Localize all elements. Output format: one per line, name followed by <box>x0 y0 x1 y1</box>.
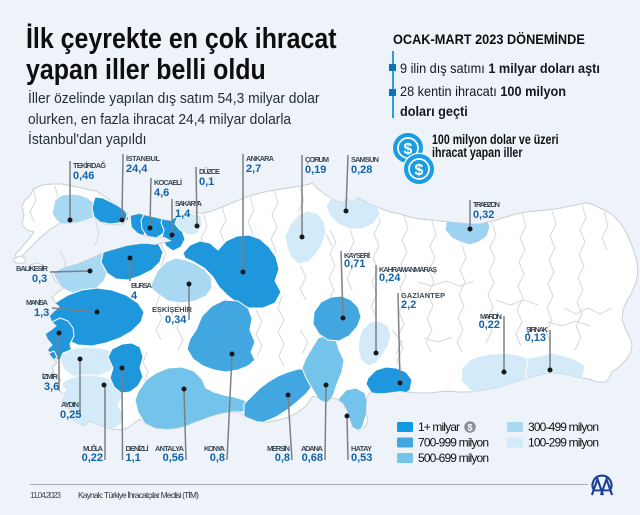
svg-text:0,25: 0,25 <box>60 409 81 421</box>
svg-text:$: $ <box>467 423 472 433</box>
svg-text:4,6: 4,6 <box>154 187 169 199</box>
svg-text:ESKİŞEHİR: ESKİŞEHİR <box>152 305 193 314</box>
svg-text:0,3: 0,3 <box>32 273 47 285</box>
svg-text:2,7: 2,7 <box>246 163 261 175</box>
svg-text:1,4: 1,4 <box>175 208 191 220</box>
svg-text:4: 4 <box>131 290 138 302</box>
svg-text:2,2: 2,2 <box>401 299 416 311</box>
svg-text:0,71: 0,71 <box>344 258 365 270</box>
svg-text:0,8: 0,8 <box>275 452 290 464</box>
svg-text:HATAY: HATAY <box>351 444 372 453</box>
svg-text:0,46: 0,46 <box>73 170 94 182</box>
svg-text:0,22: 0,22 <box>479 319 500 331</box>
svg-text:0,19: 0,19 <box>305 164 326 176</box>
svg-text:1+ milyar: 1+ milyar <box>418 420 460 434</box>
svg-text:MUĞLA: MUĞLA <box>83 444 104 453</box>
svg-text:TRABZON: TRABZON <box>473 200 500 209</box>
svg-text:KOCAELİ: KOCAELİ <box>154 178 182 187</box>
svg-text:SAMSUN: SAMSUN <box>351 155 379 164</box>
svg-text:KAHRAMANMARAŞ: KAHRAMANMARAŞ <box>379 265 437 274</box>
svg-text:$: $ <box>415 162 424 179</box>
svg-text:DENİZLİ: DENİZLİ <box>126 444 149 453</box>
svg-text:1,1: 1,1 <box>126 452 141 464</box>
svg-text:100-299 milyon: 100-299 milyon <box>528 436 599 450</box>
svg-text:0,34: 0,34 <box>165 314 187 326</box>
svg-text:1,3: 1,3 <box>34 307 49 319</box>
svg-text:0,32: 0,32 <box>473 209 494 221</box>
svg-text:ANTALYA: ANTALYA <box>155 444 185 453</box>
svg-text:ŞIRNAK: ŞIRNAK <box>526 325 549 334</box>
svg-text:0,53: 0,53 <box>351 452 372 464</box>
svg-text:0,68: 0,68 <box>302 452 323 464</box>
svg-text:0,1: 0,1 <box>199 176 214 188</box>
svg-text:ANKARA: ANKARA <box>246 154 275 163</box>
svg-text:0,56: 0,56 <box>163 452 184 464</box>
svg-text:MANİSA: MANİSA <box>26 298 49 307</box>
svg-text:0,13: 0,13 <box>525 332 546 344</box>
svg-text:SAKARYA: SAKARYA <box>175 199 203 208</box>
svg-text:$: $ <box>404 141 413 158</box>
svg-text:BALIKESİR: BALIKESİR <box>16 264 49 273</box>
svg-text:DÜZCE: DÜZCE <box>199 167 220 176</box>
svg-text:ADANA: ADANA <box>301 444 324 453</box>
svg-text:300-499 milyon: 300-499 milyon <box>528 420 599 434</box>
svg-text:0,8: 0,8 <box>210 452 225 464</box>
svg-text:Kaynak: Türkiye İhracatçılar M: Kaynak: Türkiye İhracatçılar Meclisi (Tİ… <box>78 490 199 500</box>
svg-text:3,6: 3,6 <box>44 381 59 393</box>
svg-text:0,24: 0,24 <box>379 272 401 284</box>
svg-text:KONYA: KONYA <box>204 444 226 453</box>
svg-text:AYDIN: AYDIN <box>61 400 79 409</box>
svg-text:0,22: 0,22 <box>82 452 103 464</box>
svg-text:11.04.2023: 11.04.2023 <box>30 490 61 500</box>
svg-text:İSTANBUL: İSTANBUL <box>126 154 160 163</box>
svg-text:MARDİN: MARDİN <box>480 312 502 321</box>
svg-text:BURSA: BURSA <box>131 281 153 290</box>
svg-text:0,28: 0,28 <box>351 164 372 176</box>
svg-text:500-699 milyon: 500-699 milyon <box>418 451 489 465</box>
svg-text:ÇORUM: ÇORUM <box>305 155 329 164</box>
svg-text:TEKİRDAĞ: TEKİRDAĞ <box>73 161 106 170</box>
svg-text:24,4: 24,4 <box>126 163 148 175</box>
svg-text:KAYSERİ: KAYSERİ <box>344 251 370 260</box>
svg-text:GAZİANTEP: GAZİANTEP <box>401 291 445 300</box>
svg-text:MERSİN: MERSİN <box>267 444 290 453</box>
svg-text:İZMİR: İZMİR <box>42 372 59 381</box>
svg-text:700-999 milyon: 700-999 milyon <box>418 436 489 450</box>
